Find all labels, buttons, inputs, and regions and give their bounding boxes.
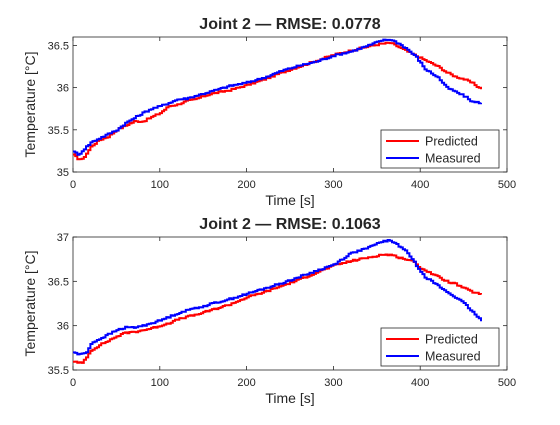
x-axis-label-bottom: Time [s] — [265, 390, 314, 406]
x-tick-label: 200 — [237, 179, 255, 191]
chart-bottom: 0 100 200 300 400 500 35.5 36 36.5 37 Joint 2 — RM… — [22, 216, 516, 406]
y-tick-label: 35 — [57, 167, 69, 179]
y-tick-label: 35.5 — [48, 125, 69, 137]
x-tick-label: 100 — [151, 179, 169, 191]
y-axis-label-top: Temperature [°C] — [22, 52, 38, 158]
x-tick-label: 300 — [324, 179, 342, 191]
y-tick-label: 37 — [57, 232, 69, 244]
series-measured-line-bottom — [73, 239, 482, 356]
x-tick-label: 300 — [324, 377, 342, 389]
y-tick-label: 36 — [57, 321, 69, 333]
legend-label-predicted: Predicted — [425, 333, 478, 347]
legend-bottom: Predicted Measured — [380, 327, 500, 367]
legend-label-measured: Measured — [425, 350, 481, 364]
y-tick-label: 36 — [57, 83, 69, 95]
x-tick-label: 100 — [151, 377, 169, 389]
x-tick-label: 500 — [498, 179, 516, 191]
series-measured-line-top — [73, 38, 482, 156]
x-tick-label: 0 — [70, 179, 76, 191]
chart-top: 0 100 200 300 400 500 35 35.5 36 36.5 Joint 2 — RM… — [22, 16, 516, 208]
x-tick-label: 0 — [70, 377, 76, 389]
legend-label-predicted: Predicted — [425, 135, 478, 149]
y-axis-label-bottom: Temperature [°C] — [22, 251, 38, 357]
chart-title-bottom: Joint 2 — RMSE: 0.1063 — [199, 216, 380, 233]
y-tick-label: 36.5 — [48, 40, 69, 52]
x-tick-label: 200 — [237, 377, 255, 389]
x-tick-label: 400 — [411, 377, 429, 389]
x-axis-label-top: Time [s] — [265, 192, 314, 208]
legend-box — [380, 129, 500, 169]
y-tick-label: 36.5 — [48, 276, 69, 288]
x-tick-label: 400 — [411, 179, 429, 191]
legend-label-measured: Measured — [425, 152, 481, 166]
y-tick-label: 35.5 — [48, 365, 69, 377]
x-tick-label: 500 — [498, 377, 516, 389]
legend-top: Predicted Measured — [380, 129, 500, 169]
chart-title-top: Joint 2 — RMSE: 0.0778 — [199, 16, 380, 33]
legend-box — [380, 327, 500, 367]
